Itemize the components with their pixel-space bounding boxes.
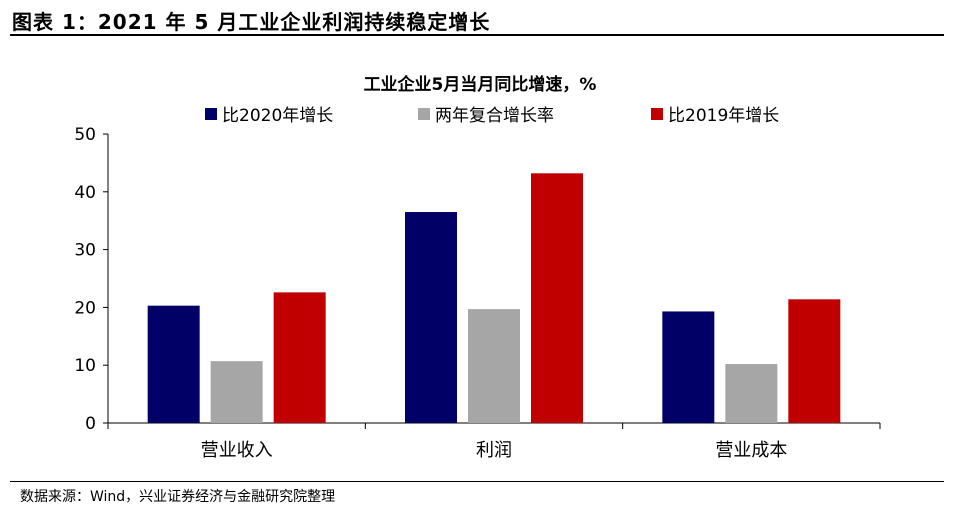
bar-chart: 工业企业5月当月同比增速，% 比2020年增长 两年复合增长率 比2019年增长 0… xyxy=(74,74,881,461)
y-tick-label: 40 xyxy=(74,183,96,203)
figure-footer: 数据来源：Wind，兴业证券经济与金融研究院整理 xyxy=(10,481,944,509)
y-tick-label: 20 xyxy=(74,298,96,318)
x-category-label: 利润 xyxy=(476,440,512,461)
y-axis: 0 10 20 30 40 50 xyxy=(74,125,109,434)
y-tick-label: 0 xyxy=(85,414,96,434)
bar-series-group xyxy=(147,173,841,423)
x-axis: 营业收入 利润 营业成本 xyxy=(107,422,881,461)
legend-swatch xyxy=(418,108,430,120)
y-tick-label: 30 xyxy=(74,241,96,261)
bar xyxy=(273,292,326,423)
y-tick-label: 10 xyxy=(74,356,96,376)
figure-header: 图表 1：2021 年 5 月工业企业利润持续稳定增长 xyxy=(10,2,944,36)
bar xyxy=(468,309,520,423)
legend-label: 比2020年增长 xyxy=(222,106,333,126)
x-category-label: 营业成本 xyxy=(715,440,787,461)
bar xyxy=(147,305,200,423)
x-category-label: 营业收入 xyxy=(201,440,273,461)
legend-label: 两年复合增长率 xyxy=(435,106,554,126)
bar xyxy=(725,364,778,423)
chart-title: 工业企业5月当月同比增速，% xyxy=(364,74,597,95)
bar xyxy=(531,173,583,423)
bar xyxy=(662,311,715,423)
bar xyxy=(210,361,263,423)
y-tick-label: 50 xyxy=(74,125,96,145)
legend-swatch xyxy=(205,108,217,120)
figure-title: 图表 1：2021 年 5 月工业企业利润持续稳定增长 xyxy=(12,10,491,34)
legend-swatch xyxy=(651,108,663,120)
legend-label: 比2019年增长 xyxy=(668,106,779,126)
source-note: 数据来源：Wind，兴业证券经济与金融研究院整理 xyxy=(20,489,336,505)
bar xyxy=(788,299,841,423)
chart-legend: 比2020年增长 两年复合增长率 比2019年增长 xyxy=(205,106,779,126)
bar xyxy=(405,212,457,423)
